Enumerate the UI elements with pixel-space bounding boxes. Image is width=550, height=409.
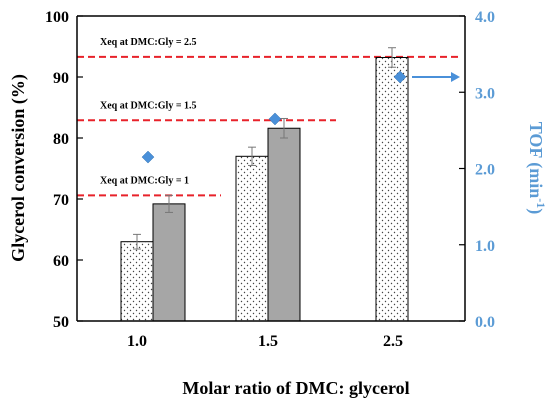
bar <box>235 155 269 322</box>
y2-tick-label: 0.0 <box>475 314 495 331</box>
y-tick-label: 70 <box>53 192 69 209</box>
tof-point <box>141 150 155 164</box>
tof-point <box>393 70 407 84</box>
y2-tick-label: 4.0 <box>475 9 495 26</box>
y2-axis-title: TOF (min-1) <box>525 122 548 215</box>
y-tick-label: 50 <box>53 314 69 331</box>
bars <box>120 56 409 322</box>
x-axis-title: Molar ratio of DMC: glycerol <box>182 378 409 398</box>
y-tick-label: 80 <box>53 131 69 148</box>
eq-label: Xeq at DMC:Gly = 1.5 <box>100 100 197 111</box>
error-bars <box>133 47 396 250</box>
bar <box>267 127 301 322</box>
tof-arrow-head <box>451 72 460 82</box>
axis-labels: Molar ratio of DMC: glycerol Glycerol con… <box>8 74 548 398</box>
x-tick-label: 1.5 <box>258 333 278 350</box>
y2-axis-title-sup: -1 <box>534 198 548 208</box>
y-tick-label: 90 <box>53 70 69 87</box>
bar <box>120 241 154 322</box>
eq-label: Xeq at DMC:Gly = 1 <box>100 175 189 186</box>
eq-label: Xeq at DMC:Gly = 2.5 <box>100 37 197 48</box>
y2-tick-label: 3.0 <box>475 85 495 102</box>
x-tick-label: 2.5 <box>383 333 403 350</box>
x-tick-label: 1.0 <box>127 333 147 350</box>
y-axis-title: Glycerol conversion (%) <box>8 74 29 262</box>
y-tick-label: 100 <box>45 9 69 26</box>
bar <box>375 56 409 322</box>
y2-axis-title-end: ) <box>525 208 546 214</box>
y-tick-label: 60 <box>53 253 69 270</box>
bar <box>152 203 186 322</box>
y2-axis-title-main: TOF (min <box>525 122 546 199</box>
y2-tick-label: 2.0 <box>475 162 495 179</box>
tof-points <box>141 70 460 164</box>
y2-tick-label: 1.0 <box>475 238 495 255</box>
axes: 50 60 70 80 90 100 0.0 1.0 2.0 3.0 4.0 1.0 1.5 2.5 <box>45 9 495 350</box>
tof-point <box>268 112 282 126</box>
equilibrium-lines: Xeq at DMC:Gly = 1 Xeq at DMC:Gly = 1.5 Xe… <box>77 37 462 197</box>
